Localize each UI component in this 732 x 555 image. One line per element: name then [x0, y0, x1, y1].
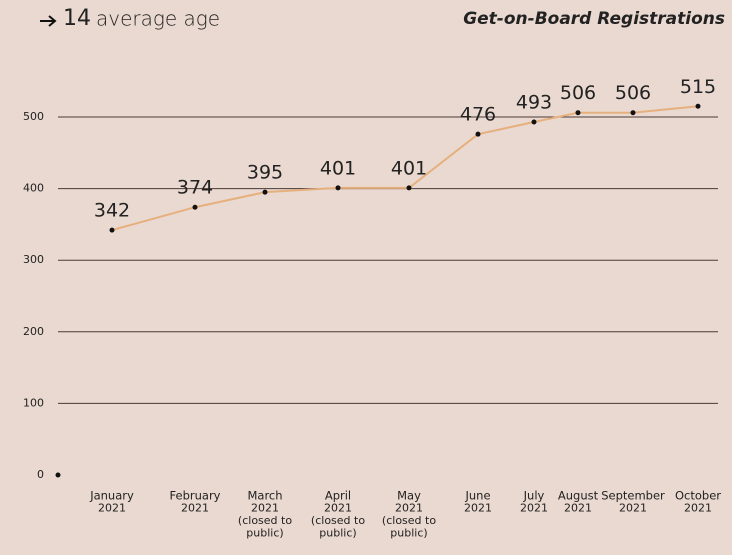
data-point: [406, 185, 412, 191]
arrow-icon: [40, 15, 57, 27]
data-point: [575, 110, 581, 116]
data-label: 401: [320, 157, 356, 179]
x-tick-label: public): [246, 527, 283, 540]
data-label: 506: [560, 82, 596, 104]
data-label: 342: [94, 200, 130, 222]
data-label: 476: [460, 104, 496, 126]
x-tick-label: 2021: [395, 502, 423, 515]
data-label: 374: [177, 177, 213, 199]
data-label: 493: [516, 92, 552, 114]
data-point: [475, 131, 481, 137]
x-tick-label: 2021: [98, 502, 126, 515]
x-tick-label: July: [523, 489, 545, 503]
x-tick-label: public): [390, 527, 427, 540]
x-tick-label: 2021: [619, 502, 647, 515]
y-tick-label: 500: [23, 110, 44, 123]
x-tick-label: August: [558, 489, 599, 503]
y-tick-label: 400: [23, 182, 44, 195]
x-tick-label: June: [464, 489, 490, 503]
data-label: 401: [391, 157, 427, 179]
x-tick-label: March: [247, 489, 282, 503]
x-tick-label: May: [397, 489, 421, 503]
series-line: [111, 105, 699, 232]
x-tick-label: 2021: [564, 502, 592, 515]
header-text: average age: [96, 7, 220, 31]
data-point: [531, 119, 537, 125]
x-tick-label: 2021: [251, 502, 279, 515]
x-tick-label: February: [170, 489, 221, 503]
x-tick-label: January: [89, 489, 134, 503]
data-label: 395: [247, 162, 283, 184]
x-tick-label: 2021: [181, 502, 209, 515]
x-tick-label: 2021: [520, 502, 548, 515]
x-tick-label: public): [319, 527, 356, 540]
x-tick-label: (closed to: [311, 514, 365, 527]
y-tick-label: 200: [23, 325, 44, 338]
data-point: [262, 189, 268, 195]
y-tick-label: 100: [23, 396, 44, 409]
data-point: [192, 204, 198, 210]
y-tick-label: 0: [37, 468, 44, 481]
x-tick-label: (closed to: [238, 514, 292, 527]
data-label: 506: [615, 82, 651, 104]
x-tick-label: April: [325, 489, 351, 503]
data-point: [695, 103, 701, 109]
data-point: [109, 227, 115, 233]
data-point: [630, 110, 636, 116]
y-tick-label: 300: [23, 253, 44, 266]
x-tick-label: 2021: [324, 502, 352, 515]
header-number: 14: [63, 6, 91, 31]
x-tick-label: 2021: [684, 502, 712, 515]
x-tick-label: (closed to: [382, 514, 436, 527]
chart-title: Get-on-Board Registrations: [463, 9, 725, 29]
data-label: 515: [680, 76, 716, 98]
x-tick-label: October: [675, 489, 721, 503]
axis-origin: [55, 472, 61, 478]
x-tick-label: 2021: [464, 502, 492, 515]
data-point: [335, 185, 341, 191]
x-tick-label: September: [601, 489, 665, 503]
